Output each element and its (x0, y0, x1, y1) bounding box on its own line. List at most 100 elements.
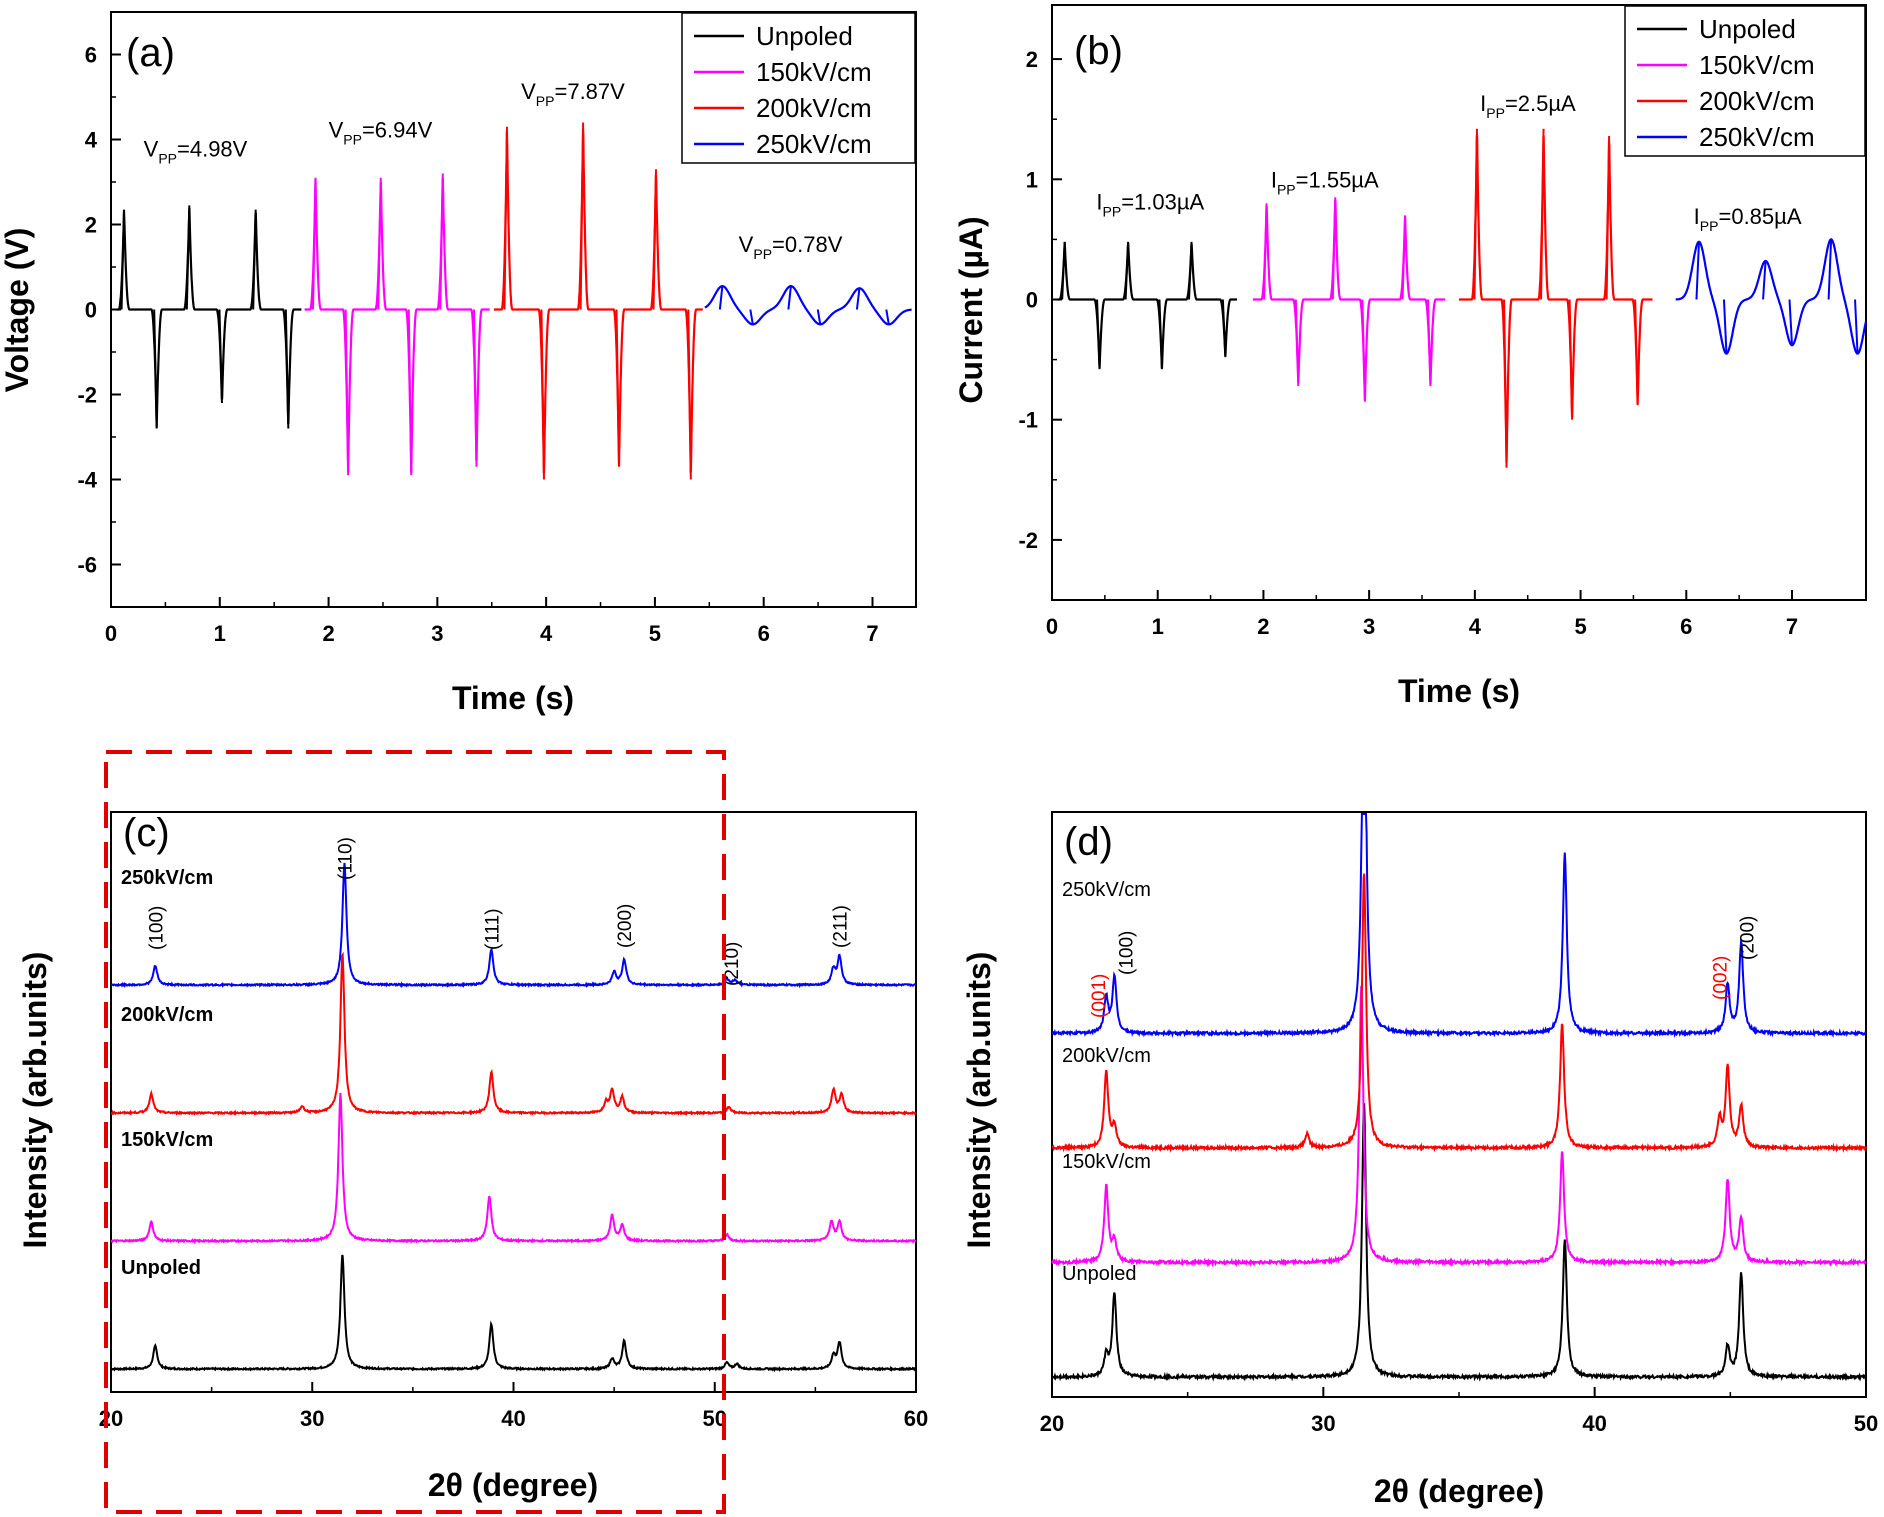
panel-b-annotation-0: IPP=1.03µA (1096, 189, 1204, 219)
panel-b-legend-label-250kv-cm: 250kV/cm (1699, 122, 1815, 152)
panel-c-peak-label-100: (100) (146, 906, 167, 950)
panel-b-annotation-2: IPP=2.5µA (1480, 91, 1576, 121)
panel-b-label: (b) (1074, 29, 1123, 73)
panel-c-xtick-label: 20 (99, 1406, 123, 1431)
panel-a-200kv-cm-peak-0 (503, 126, 508, 310)
panel-b-ytick-label: 1 (1026, 167, 1038, 192)
panel-b-series-150kv-cm (1252, 199, 1446, 401)
annotation-subscript: PP (1700, 218, 1719, 234)
panel-a-200kv-cm-peak-4 (615, 309, 621, 467)
panel-a-ytick-label: 0 (85, 298, 97, 323)
panel-c-peak-label-210: (210) (722, 942, 743, 986)
panel-a-xtick-label: 1 (214, 621, 226, 646)
panel-c-x-axis-label: 2θ (degree) (428, 1467, 598, 1503)
panel-a-unpoled-peak-4 (218, 309, 223, 404)
panel-b-150kv-cm-peak-3 (1294, 299, 1300, 387)
panel-b-150kv-cm-peak-2 (1401, 215, 1407, 300)
annotation-subscript: PP (536, 93, 555, 109)
panel-a-250kv-cm-peak-0 (718, 286, 724, 310)
panel-a-xtick-label: 2 (322, 621, 334, 646)
panel-b-ytick-label: -2 (1018, 528, 1038, 553)
panel-b-200kv-cm-peak-3 (1503, 299, 1508, 468)
panel-a-ytick-label: 2 (85, 213, 97, 238)
panel-b-annotation-1: IPP=1.55µA (1271, 168, 1379, 198)
panel-c-xtick-label: 60 (904, 1406, 928, 1431)
panel-d-label: (d) (1064, 820, 1113, 864)
annotation-symbol: I (1480, 91, 1486, 116)
panel-d-xtick-label: 30 (1311, 1411, 1335, 1436)
panel-a-ytick-label: -2 (77, 383, 97, 408)
panel-d-series-label-150kv-cm: 150kV/cm (1062, 1151, 1151, 1173)
panel-b-xtick-label: 6 (1680, 614, 1692, 639)
panel-a-200kv-cm-peak-2 (652, 169, 658, 310)
panel-d-labels: 250kV/cm 200kV/cm 150kV/cm Unpoled (001) (100… (1062, 879, 1759, 1285)
panel-a-y-axis-label: Voltage (V) (0, 228, 35, 393)
highlight-dashed-box (104, 750, 726, 1514)
panel-c-series-label-200kv-cm: 200kV/cm (121, 1004, 213, 1026)
panel-c-peak-label-200: (200) (615, 904, 636, 948)
panel-a-250kv-cm-peak-2 (855, 288, 861, 310)
annotation-subscript: PP (753, 246, 772, 262)
panel-b-series (1057, 128, 1868, 468)
panel-b-xtick-label: 3 (1363, 614, 1375, 639)
panel-c-peak-label-211: (211) (831, 905, 852, 948)
panel-c-y-axis-label: Intensity (arb.units) (17, 952, 53, 1249)
panel-c-series-250kv-cm (110, 862, 917, 989)
panel-a-150kv-cm-peak-2 (439, 173, 444, 310)
panel-c-series-label-250kv-cm: 250kV/cm (121, 867, 213, 889)
panel-d-series (1051, 813, 1867, 1382)
panel-b-150kv-cm-peak-5 (1426, 299, 1432, 387)
panel-b-200kv-cm-peak-2 (1605, 136, 1611, 300)
panel-b-250kv-cm-peak-1 (1762, 260, 1767, 300)
annotation-value: =6.94V (362, 117, 433, 142)
panel-a-unpoled-peak-0 (120, 209, 126, 310)
panel-b-unpoled-peak-5 (1221, 299, 1227, 358)
panel-b-xtick-label: 7 (1786, 614, 1798, 639)
annotation-value: =0.85µA (1718, 204, 1801, 229)
panel-b-150kv-cm-peak-1 (1331, 197, 1337, 300)
annotation-subscript: PP (1103, 203, 1122, 219)
panel-b-unpoled-peak-3 (1096, 299, 1101, 370)
panel-b-xtick-label: 2 (1257, 614, 1269, 639)
panel-c-series-150kv-cm (110, 1092, 917, 1245)
annotation-value: =1.03µA (1121, 189, 1204, 214)
panel-b-ytick-label: 0 (1026, 287, 1038, 312)
panel-c-labels: 250kV/cm 200kV/cm 150kV/cm Unpoled (100) (110… (121, 837, 852, 1279)
panel-d-xrd-zoom-chart: 20 30 40 50 250kV/cm 200kV/cm 150kV/cm Unpoled… (961, 811, 1878, 1509)
panel-a-legend-label-150kv-cm: 150kV/cm (756, 57, 872, 87)
panel-a-annotation-1: VPP=6.94V (329, 117, 433, 147)
panel-a-ytick-label: 6 (85, 43, 97, 68)
annotation-value: =0.78V (772, 232, 843, 257)
panel-a-150kv-cm-peak-1 (377, 177, 382, 310)
annotation-symbol: V (329, 117, 344, 142)
panel-a-150kv-cm-peak-5 (473, 309, 478, 467)
annotation-value: =2.5µA (1505, 91, 1576, 116)
annotation-subscript: PP (343, 131, 362, 147)
panel-b-250kv-cm-peak-4 (1788, 299, 1793, 346)
panel-c-series-unpoled (110, 1254, 917, 1373)
panel-b-200kv-cm-peak-4 (1568, 299, 1574, 420)
panel-b-150kv-cm-peak-4 (1361, 299, 1366, 402)
panel-a-annotation-0: VPP=4.98V (144, 137, 248, 167)
panel-a-unpoled-peak-3 (153, 309, 158, 429)
panel-d-y-axis-label: Intensity (arb.units) (961, 952, 997, 1249)
annotation-value: =1.55µA (1296, 168, 1379, 193)
panel-a-150kv-cm-peak-4 (407, 309, 413, 476)
panel-a-unpoled-peak-2 (252, 209, 257, 310)
panel-b-unpoled-peak-4 (1158, 299, 1163, 370)
panel-a-legend: Unpoled 150kV/cm 200kV/cm 250kV/cm (681, 12, 916, 164)
panel-c-series (110, 862, 917, 1373)
panel-a-xtick-label: 4 (540, 621, 553, 646)
panel-d-ticks: 20 30 40 50 (1040, 1387, 1878, 1436)
annotation-symbol: I (1271, 168, 1277, 193)
panel-b-250kv-cm-peak-5 (1854, 299, 1859, 354)
panel-c-xtick-label: 30 (300, 1406, 324, 1431)
panel-a-series (116, 122, 912, 480)
annotation-subscript: PP (1486, 105, 1505, 121)
panel-b-legend-label-unpoled: Unpoled (1699, 14, 1796, 44)
panel-a-250kv-cm-peak-4 (816, 309, 822, 325)
annotation-value: =4.98V (177, 137, 248, 162)
